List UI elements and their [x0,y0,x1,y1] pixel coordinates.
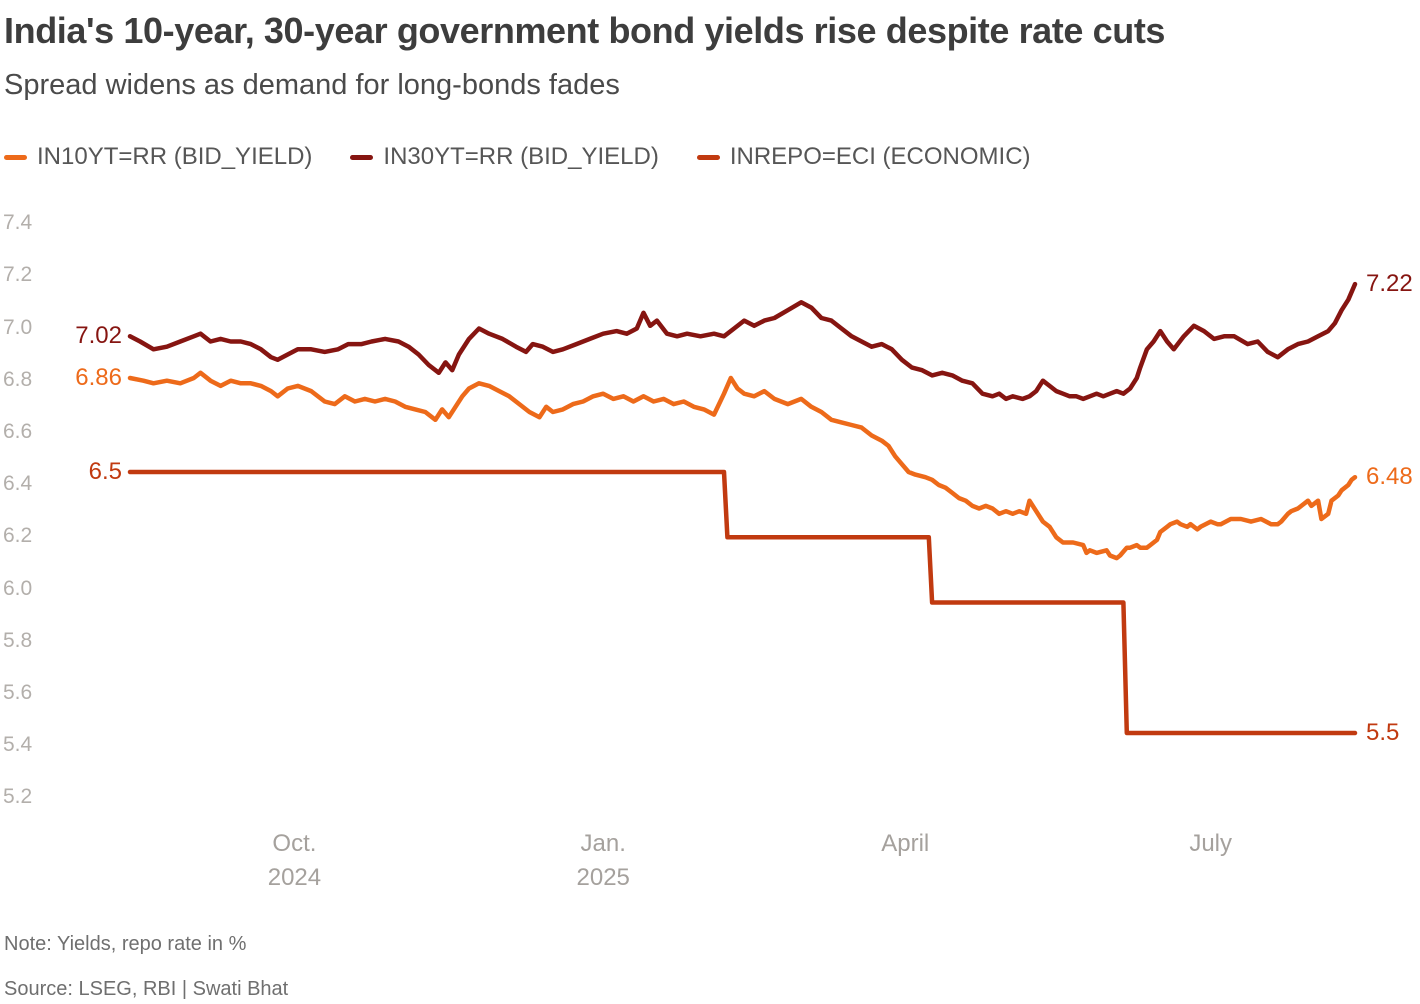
legend-swatch-in10yt-icon [4,154,27,160]
value-label-7-22: 7.22 [1366,270,1413,298]
x-axis-label: April [881,830,930,857]
x-axis-tick: July [1131,827,1291,861]
legend-swatch-inrepo-icon [696,154,720,160]
x-axis-year-label: 2024 [267,864,322,891]
value-label-6-5: 6.5 [88,458,122,485]
value-label-7-02: 7.02 [75,322,122,350]
page-title: India's 10-year, 30-year government bond… [4,10,1166,51]
y-axis-label: 6.0 [3,576,33,600]
legend-label-in30yt: IN30YT=RR (BID_YIELD) [383,143,659,170]
x-axis-tick: Jan. 2025 [523,827,683,895]
chart-note: Note: Yields, repo rate in % [4,933,247,955]
y-axis-label: 6.2 [3,524,33,548]
legend-label-inrepo: INREPO=ECI (ECONOMIC) [729,143,1031,170]
legend-label-in10yt: IN10YT=RR (BID_YIELD) [37,143,313,170]
x-axis-year-label: 2025 [576,864,630,891]
y-axis-label: 5.2 [3,785,33,809]
legend-item-in10yt: IN10YT=RR (BID_YIELD) [4,143,312,171]
chart-subtitle: Spread widens as demand for long-bonds f… [4,69,620,101]
value-label-5-5: 5.5 [1366,719,1400,746]
y-axis-label: 6.4 [3,472,33,496]
value-label-6-86: 6.86 [75,364,122,392]
y-axis-label: 5.6 [3,680,33,704]
legend-swatch-in30yt-icon [350,154,374,160]
x-axis-label: Oct. [272,830,317,857]
x-axis-label: July [1189,830,1233,857]
y-axis-label: 5.4 [3,733,33,757]
y-axis-label: 7.2 [3,263,33,287]
y-axis-label: 6.8 [3,367,33,391]
legend-item-in30yt: IN30YT=RR (BID_YIELD) [350,143,659,171]
chart-legend: IN10YT=RR (BID_YIELD) IN30YT=RR (BID_YIE… [4,143,1031,171]
y-axis-label: 7.4 [3,211,33,235]
y-axis-label: 7.0 [3,315,33,339]
legend-item-inrepo: INREPO=ECI (ECONOMIC) [696,143,1031,171]
value-label-6-48: 6.48 [1366,463,1413,491]
line-in30yt [127,281,1358,402]
x-axis-tick: April [825,827,985,861]
y-axis-label: 5.8 [3,628,33,652]
chart-source: Source: LSEG, RBI | Swati Bhat [4,978,289,1000]
x-axis-tick: Oct. 2024 [214,827,374,895]
x-axis-label: Jan. [580,830,626,857]
y-axis-label: 6.6 [3,419,33,443]
line-inrepo [127,469,1358,736]
line-in10yt [127,370,1358,561]
